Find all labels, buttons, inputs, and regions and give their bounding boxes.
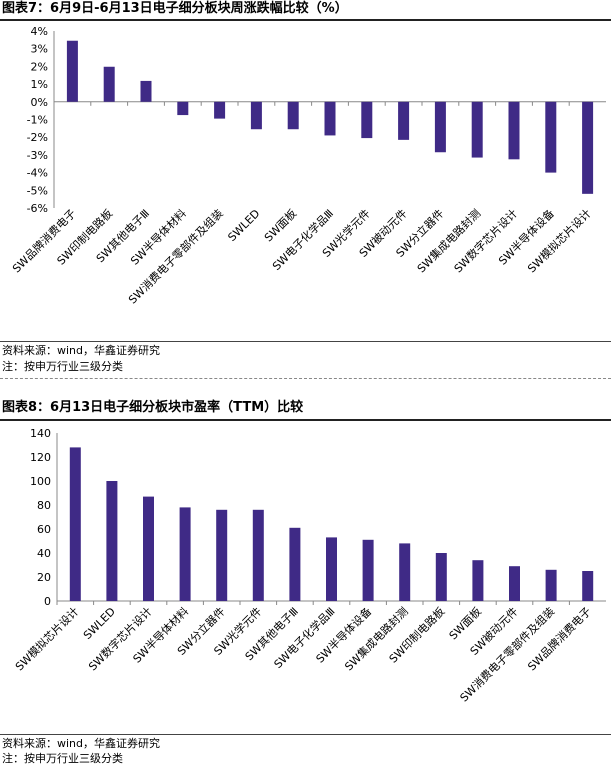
bar bbox=[216, 509, 228, 601]
y-tick-label: 120 bbox=[30, 451, 51, 464]
section-divider bbox=[0, 378, 611, 379]
chart1-title: 图表7：6月9日-6月13日电子细分板块周涨跌幅比较（%） bbox=[2, 1, 348, 16]
category-label: SW集成电路封测 bbox=[414, 206, 483, 275]
y-tick-label: 100 bbox=[30, 475, 51, 488]
chart2-note: 注：按申万行业三级分类 bbox=[2, 752, 123, 765]
bar bbox=[361, 101, 373, 139]
y-tick-label: 80 bbox=[37, 499, 51, 512]
category-label: SW数字芯片设计 bbox=[85, 604, 154, 673]
bar bbox=[289, 527, 301, 601]
chart1-bottom-rule bbox=[0, 341, 611, 342]
category-label: SW面板 bbox=[261, 206, 299, 244]
bar bbox=[287, 101, 299, 130]
chart1-title-rule bbox=[0, 19, 611, 21]
bar bbox=[324, 101, 336, 136]
category-label: SW面板 bbox=[446, 604, 484, 642]
chart2-source: 资料来源：wind，华鑫证券研究 bbox=[2, 737, 161, 750]
category-label: SWLED bbox=[225, 207, 262, 244]
category-label: SW模拟芯片设计 bbox=[12, 604, 81, 673]
y-tick-label: 40 bbox=[37, 547, 51, 560]
y-tick-label: 140 bbox=[30, 427, 51, 440]
category-label: SW电子化学品Ⅲ bbox=[271, 604, 338, 671]
y-tick-label: -3% bbox=[27, 149, 48, 162]
y-tick-label: 60 bbox=[37, 523, 51, 536]
bar bbox=[434, 101, 446, 153]
y-tick-label: -1% bbox=[27, 114, 48, 127]
bar bbox=[214, 101, 226, 119]
y-tick-label: 1% bbox=[31, 78, 48, 91]
y-tick-label: 3% bbox=[31, 43, 48, 56]
bar bbox=[508, 101, 520, 160]
chart1-note: 注：按申万行业三级分类 bbox=[2, 360, 123, 373]
bar bbox=[545, 569, 557, 601]
category-label: SW品牌消费电子 bbox=[525, 604, 594, 673]
category-label: SW品牌消费电子 bbox=[9, 206, 78, 275]
category-label: SW模拟芯片设计 bbox=[525, 206, 594, 275]
bar bbox=[69, 447, 81, 601]
y-tick-label: 20 bbox=[37, 571, 51, 584]
bar bbox=[177, 101, 189, 116]
bar bbox=[250, 101, 262, 130]
chart2-title: 图表8：6月13日电子细分板块市盈率（TTM）比较 bbox=[2, 400, 304, 415]
bar bbox=[582, 101, 594, 194]
y-tick-label: -4% bbox=[27, 167, 48, 180]
bar bbox=[179, 507, 191, 601]
bar bbox=[509, 566, 520, 601]
bar bbox=[472, 560, 484, 601]
bar bbox=[106, 481, 118, 601]
y-tick-label: 4% bbox=[31, 25, 48, 38]
chart2-title-rule bbox=[0, 419, 611, 421]
bar bbox=[471, 101, 483, 158]
bar bbox=[140, 80, 152, 102]
bar bbox=[66, 40, 78, 102]
bar bbox=[252, 509, 264, 601]
bar bbox=[398, 101, 410, 140]
bar bbox=[582, 571, 594, 601]
y-tick-label: 2% bbox=[31, 60, 48, 73]
category-label: SW数字芯片设计 bbox=[451, 206, 520, 275]
chart1-plot: 4%3%2%1%0%-1%-2%-3%-4%-5%-6%SW品牌消费电子SW印制… bbox=[9, 25, 606, 307]
y-tick-label: 0% bbox=[31, 96, 48, 109]
y-tick-label: -2% bbox=[27, 131, 48, 144]
category-label: SW集成电路封测 bbox=[342, 604, 411, 673]
bar bbox=[362, 539, 374, 601]
category-label: SWLED bbox=[81, 605, 118, 642]
bar bbox=[103, 66, 115, 102]
y-tick-label: -6% bbox=[27, 202, 48, 215]
bar bbox=[435, 553, 447, 601]
chart1-source: 资料来源：wind，华鑫证券研究 bbox=[2, 344, 161, 357]
y-tick-label: 0 bbox=[44, 595, 51, 608]
bar bbox=[143, 496, 154, 601]
bar bbox=[399, 543, 411, 601]
bar bbox=[545, 101, 557, 173]
bar bbox=[326, 537, 337, 601]
chart2-bottom-rule bbox=[0, 734, 611, 735]
category-label: SW电子化学品Ⅲ bbox=[269, 206, 336, 273]
y-tick-label: -5% bbox=[27, 184, 48, 197]
